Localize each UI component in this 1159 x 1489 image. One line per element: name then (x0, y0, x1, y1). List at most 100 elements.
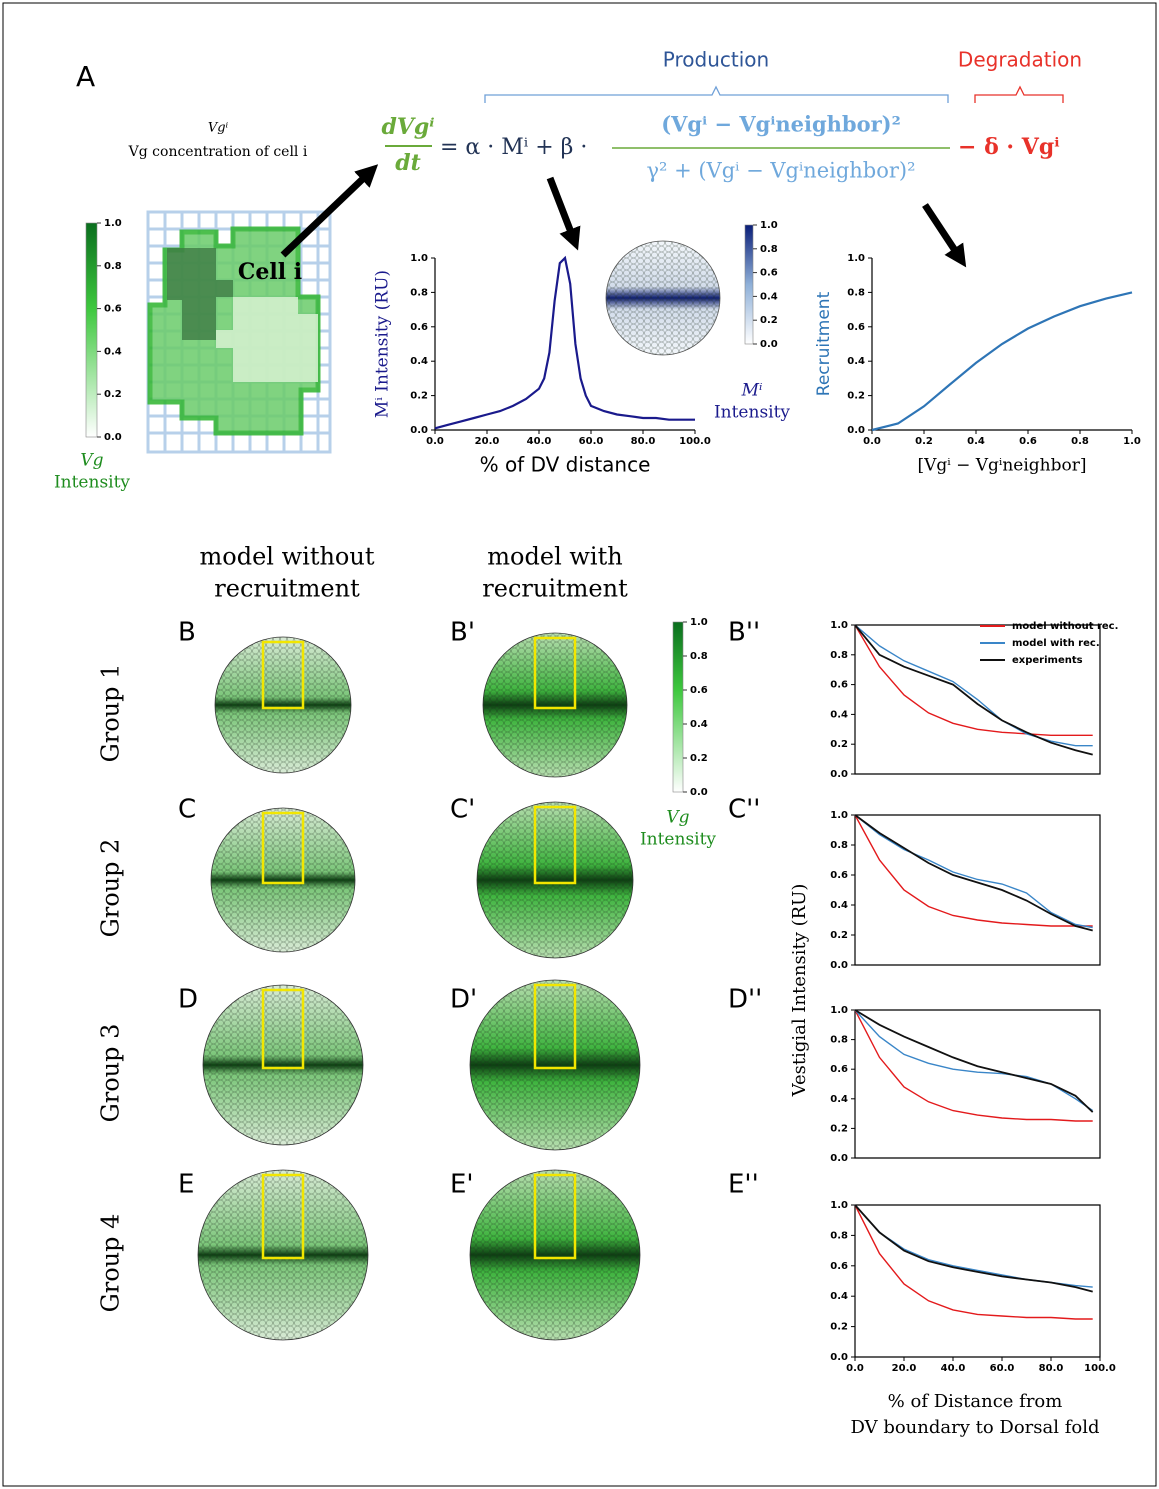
series-line (854, 814, 1093, 927)
x-tick-label: 80.0 (1039, 1363, 1064, 1374)
panel-letter: D' (450, 985, 477, 1015)
x-tick-label: 40.0 (527, 436, 552, 447)
group-label: Group 2 (97, 839, 125, 938)
panel-letter: A (76, 60, 95, 93)
series-line (854, 1204, 1093, 1288)
y-tick-label: 0.6 (830, 1064, 848, 1075)
colorbar (85, 222, 98, 438)
roi-box (261, 640, 305, 710)
roi-box (261, 988, 305, 1070)
panel-letter: C (178, 795, 196, 825)
group-label: Group 4 (97, 1214, 125, 1313)
axes (854, 814, 1101, 966)
cell-grid (146, 210, 332, 454)
x-tick-label: 100.0 (1084, 1363, 1116, 1374)
y-tick-label: 0.2 (830, 930, 848, 941)
y-axis-label: Recruitment (814, 291, 834, 396)
x-tick-label: 100.0 (679, 436, 711, 447)
y-tick-label: 0.6 (410, 322, 428, 333)
x-tick-label: 0.8 (1071, 436, 1089, 447)
y-tick-label: 1.0 (830, 620, 848, 631)
y-tick-label: 0.8 (830, 1230, 848, 1241)
vg-symbol: Vgⁱ (208, 121, 229, 136)
shared-ylabel: Vestigial Intensity (RU) (789, 884, 810, 1098)
series-line (854, 624, 1093, 736)
column-title: model without (200, 543, 375, 571)
equation-degradation: − δ · Vgⁱ (958, 134, 1059, 160)
series-line (854, 1009, 1094, 1113)
y-tick-label: 0.0 (830, 960, 848, 971)
colorbar-tick-label: 1.0 (760, 220, 778, 231)
shared-xlabel: DV boundary to Dorsal fold (850, 1417, 1099, 1438)
colorbar-tick-label: 0.2 (104, 389, 122, 400)
legend-label: experiments (1012, 655, 1083, 666)
colorbar-tick-label: 0.8 (760, 244, 778, 255)
colorbar-label: Intensity (54, 473, 130, 493)
column-title: recruitment (214, 575, 360, 603)
x-tick-label: 60.0 (579, 436, 604, 447)
y-tick-label: 0.2 (830, 739, 848, 750)
series-line (854, 814, 1093, 932)
x-tick-label: 60.0 (990, 1363, 1015, 1374)
y-tick-label: 0.6 (830, 870, 848, 881)
x-axis-label: [Vgⁱ − Vgⁱneighbor] (918, 456, 1087, 476)
colorbar-tick-label: 0.2 (690, 753, 708, 764)
y-tick-label: 0.6 (830, 680, 848, 691)
panel-letter: E (178, 1170, 194, 1200)
x-tick-label: 0.0 (863, 436, 881, 447)
wing-disc-cells (477, 802, 633, 958)
equation-terms: = α · Mⁱ + β · (440, 135, 587, 160)
roi-box (533, 805, 577, 885)
x-tick-label: 0.2 (915, 436, 933, 447)
y-tick-label: 0.8 (830, 1035, 848, 1046)
production-brace (484, 85, 949, 103)
y-tick-label: 1.0 (830, 1005, 848, 1016)
y-tick-label: 0.4 (830, 900, 848, 911)
y-tick-label: 0.2 (847, 391, 865, 402)
wing-disc-cells (483, 633, 627, 777)
x-tick-label: 0.0 (846, 1363, 864, 1374)
wing-disc-cells (470, 980, 640, 1150)
y-tick-label: 0.2 (830, 1123, 848, 1134)
y-tick-label: 0.0 (410, 425, 428, 436)
x-tick-label: 40.0 (941, 1363, 966, 1374)
y-tick-label: 0.0 (830, 1352, 848, 1363)
series-line (854, 624, 1093, 756)
colorbar-label: Intensity (640, 830, 716, 850)
x-tick-label: 1.0 (1123, 436, 1141, 447)
y-tick-label: 0.6 (830, 1261, 848, 1272)
panel-letter: E' (450, 1170, 474, 1200)
legend-label: model without rec. (1012, 621, 1118, 632)
equation-fraction: γ² + (Vgⁱ − Vgⁱneighbor)² (646, 159, 915, 183)
equation-lhs: dVgⁱ (381, 114, 434, 140)
roi-box (261, 1173, 305, 1260)
y-tick-label: 0.6 (847, 322, 865, 333)
x-tick-label: 0.4 (967, 436, 985, 447)
panel-letter: B (178, 618, 196, 648)
colorbar-tick-label: 1.0 (104, 218, 122, 229)
y-tick-label: 0.2 (410, 391, 428, 402)
y-axis-label: Mⁱ Intensity (RU) (373, 270, 393, 418)
vg-caption: Vg concentration of cell i (128, 144, 308, 160)
colorbar-tick-label: 0.8 (104, 261, 122, 272)
colorbar-tick-label: 0.4 (690, 719, 708, 730)
colorbar-tick-label: 0.2 (760, 315, 778, 326)
arrows (280, 164, 967, 268)
m-disc-cells (606, 241, 720, 355)
y-tick-label: 0.4 (830, 709, 848, 720)
colorbar-tick-label: 0.6 (760, 268, 778, 279)
panel-letter: D'' (728, 985, 762, 1015)
x-tick-label: 80.0 (631, 436, 656, 447)
series-line (854, 1009, 1093, 1122)
x-tick-label: 20.0 (475, 436, 500, 447)
group-label: Group 3 (97, 1024, 125, 1123)
axes (854, 1009, 1101, 1159)
y-tick-label: 0.8 (847, 287, 865, 298)
panel-letter: C' (450, 795, 475, 825)
axes (854, 1204, 1101, 1358)
colorbar-label: Vg (80, 451, 103, 471)
y-tick-label: 0.8 (830, 840, 848, 851)
series-line (854, 1204, 1093, 1320)
colorbar-label: Intensity (714, 403, 790, 423)
y-tick-label: 1.0 (830, 1200, 848, 1211)
